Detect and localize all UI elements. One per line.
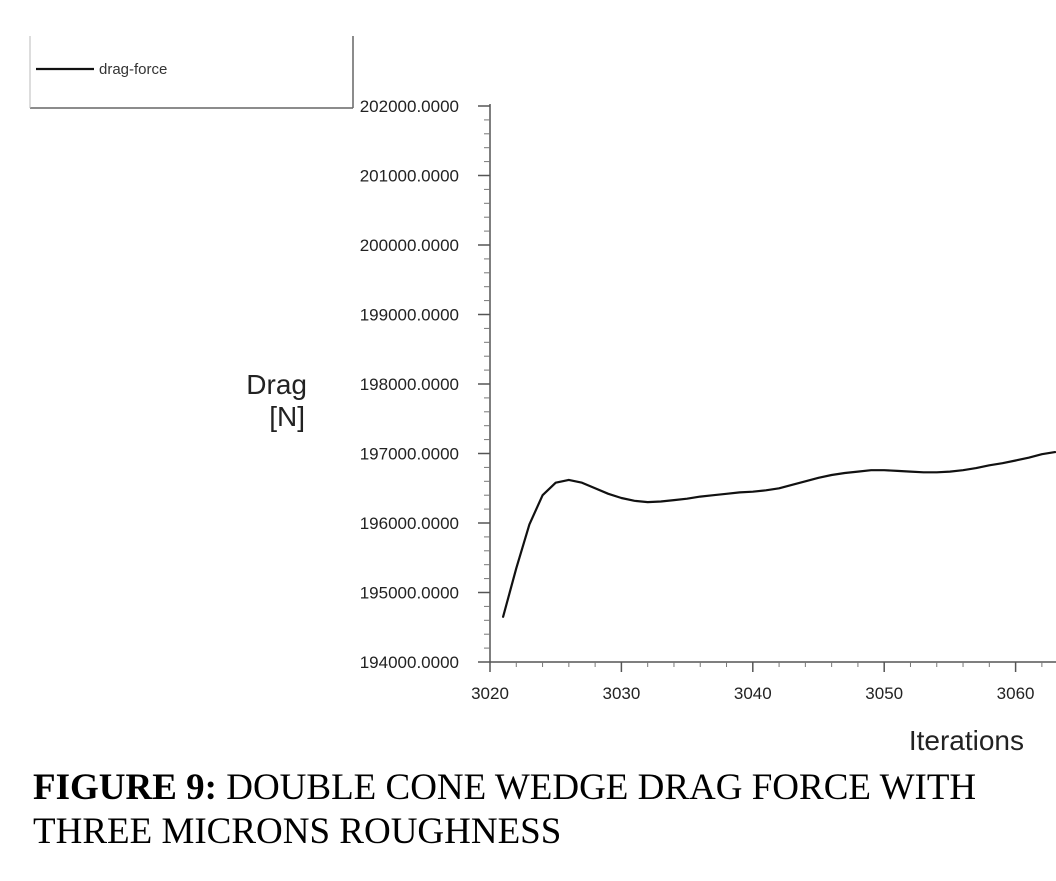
y-tick-group: 194000.0000 195000.0000 196000.0000 1970… xyxy=(360,97,490,672)
x-tick-label: 3040 xyxy=(734,684,772,703)
y-tick-label: 195000.0000 xyxy=(360,584,459,603)
figure-label: FIGURE 9: xyxy=(33,767,217,808)
figure-caption: FIGURE 9: DOUBLE CONE WEDGE DRAG FORCE W… xyxy=(33,766,1048,854)
figure-caption-text: DOUBLE CONE WEDGE DRAG FORCE WITH THREE … xyxy=(33,767,977,852)
x-tick-group: 3020 3030 3040 3050 3060 xyxy=(471,662,1035,703)
x-tick-label: 3060 xyxy=(997,684,1035,703)
y-tick-label: 200000.0000 xyxy=(360,236,459,255)
x-axis-label: Iterations xyxy=(909,725,1024,756)
y-tick-label: 194000.0000 xyxy=(360,653,459,672)
x-tick-label: 3020 xyxy=(471,684,509,703)
y-tick-label: 199000.0000 xyxy=(360,306,459,325)
legend: drag-force xyxy=(29,36,354,109)
y-axis-label-line1: Drag xyxy=(246,369,307,400)
y-axis-label-line2: [N] xyxy=(269,401,305,432)
series-line-drag-force xyxy=(502,451,1056,618)
x-tick-label: 3050 xyxy=(865,684,903,703)
y-minor-ticks xyxy=(484,119,490,649)
y-tick-label: 198000.0000 xyxy=(360,375,459,394)
x-tick-label: 3030 xyxy=(602,684,640,703)
legend-label-drag-force: drag-force xyxy=(99,61,167,78)
y-tick-label: 197000.0000 xyxy=(360,445,459,464)
x-minor-ticks xyxy=(515,662,1043,667)
y-tick-label: 202000.0000 xyxy=(360,97,459,116)
y-tick-label: 201000.0000 xyxy=(360,167,459,186)
y-tick-label: 196000.0000 xyxy=(360,514,459,533)
drag-force-chart: drag-force 194000.0000 195000.0000 19600… xyxy=(29,36,1056,756)
